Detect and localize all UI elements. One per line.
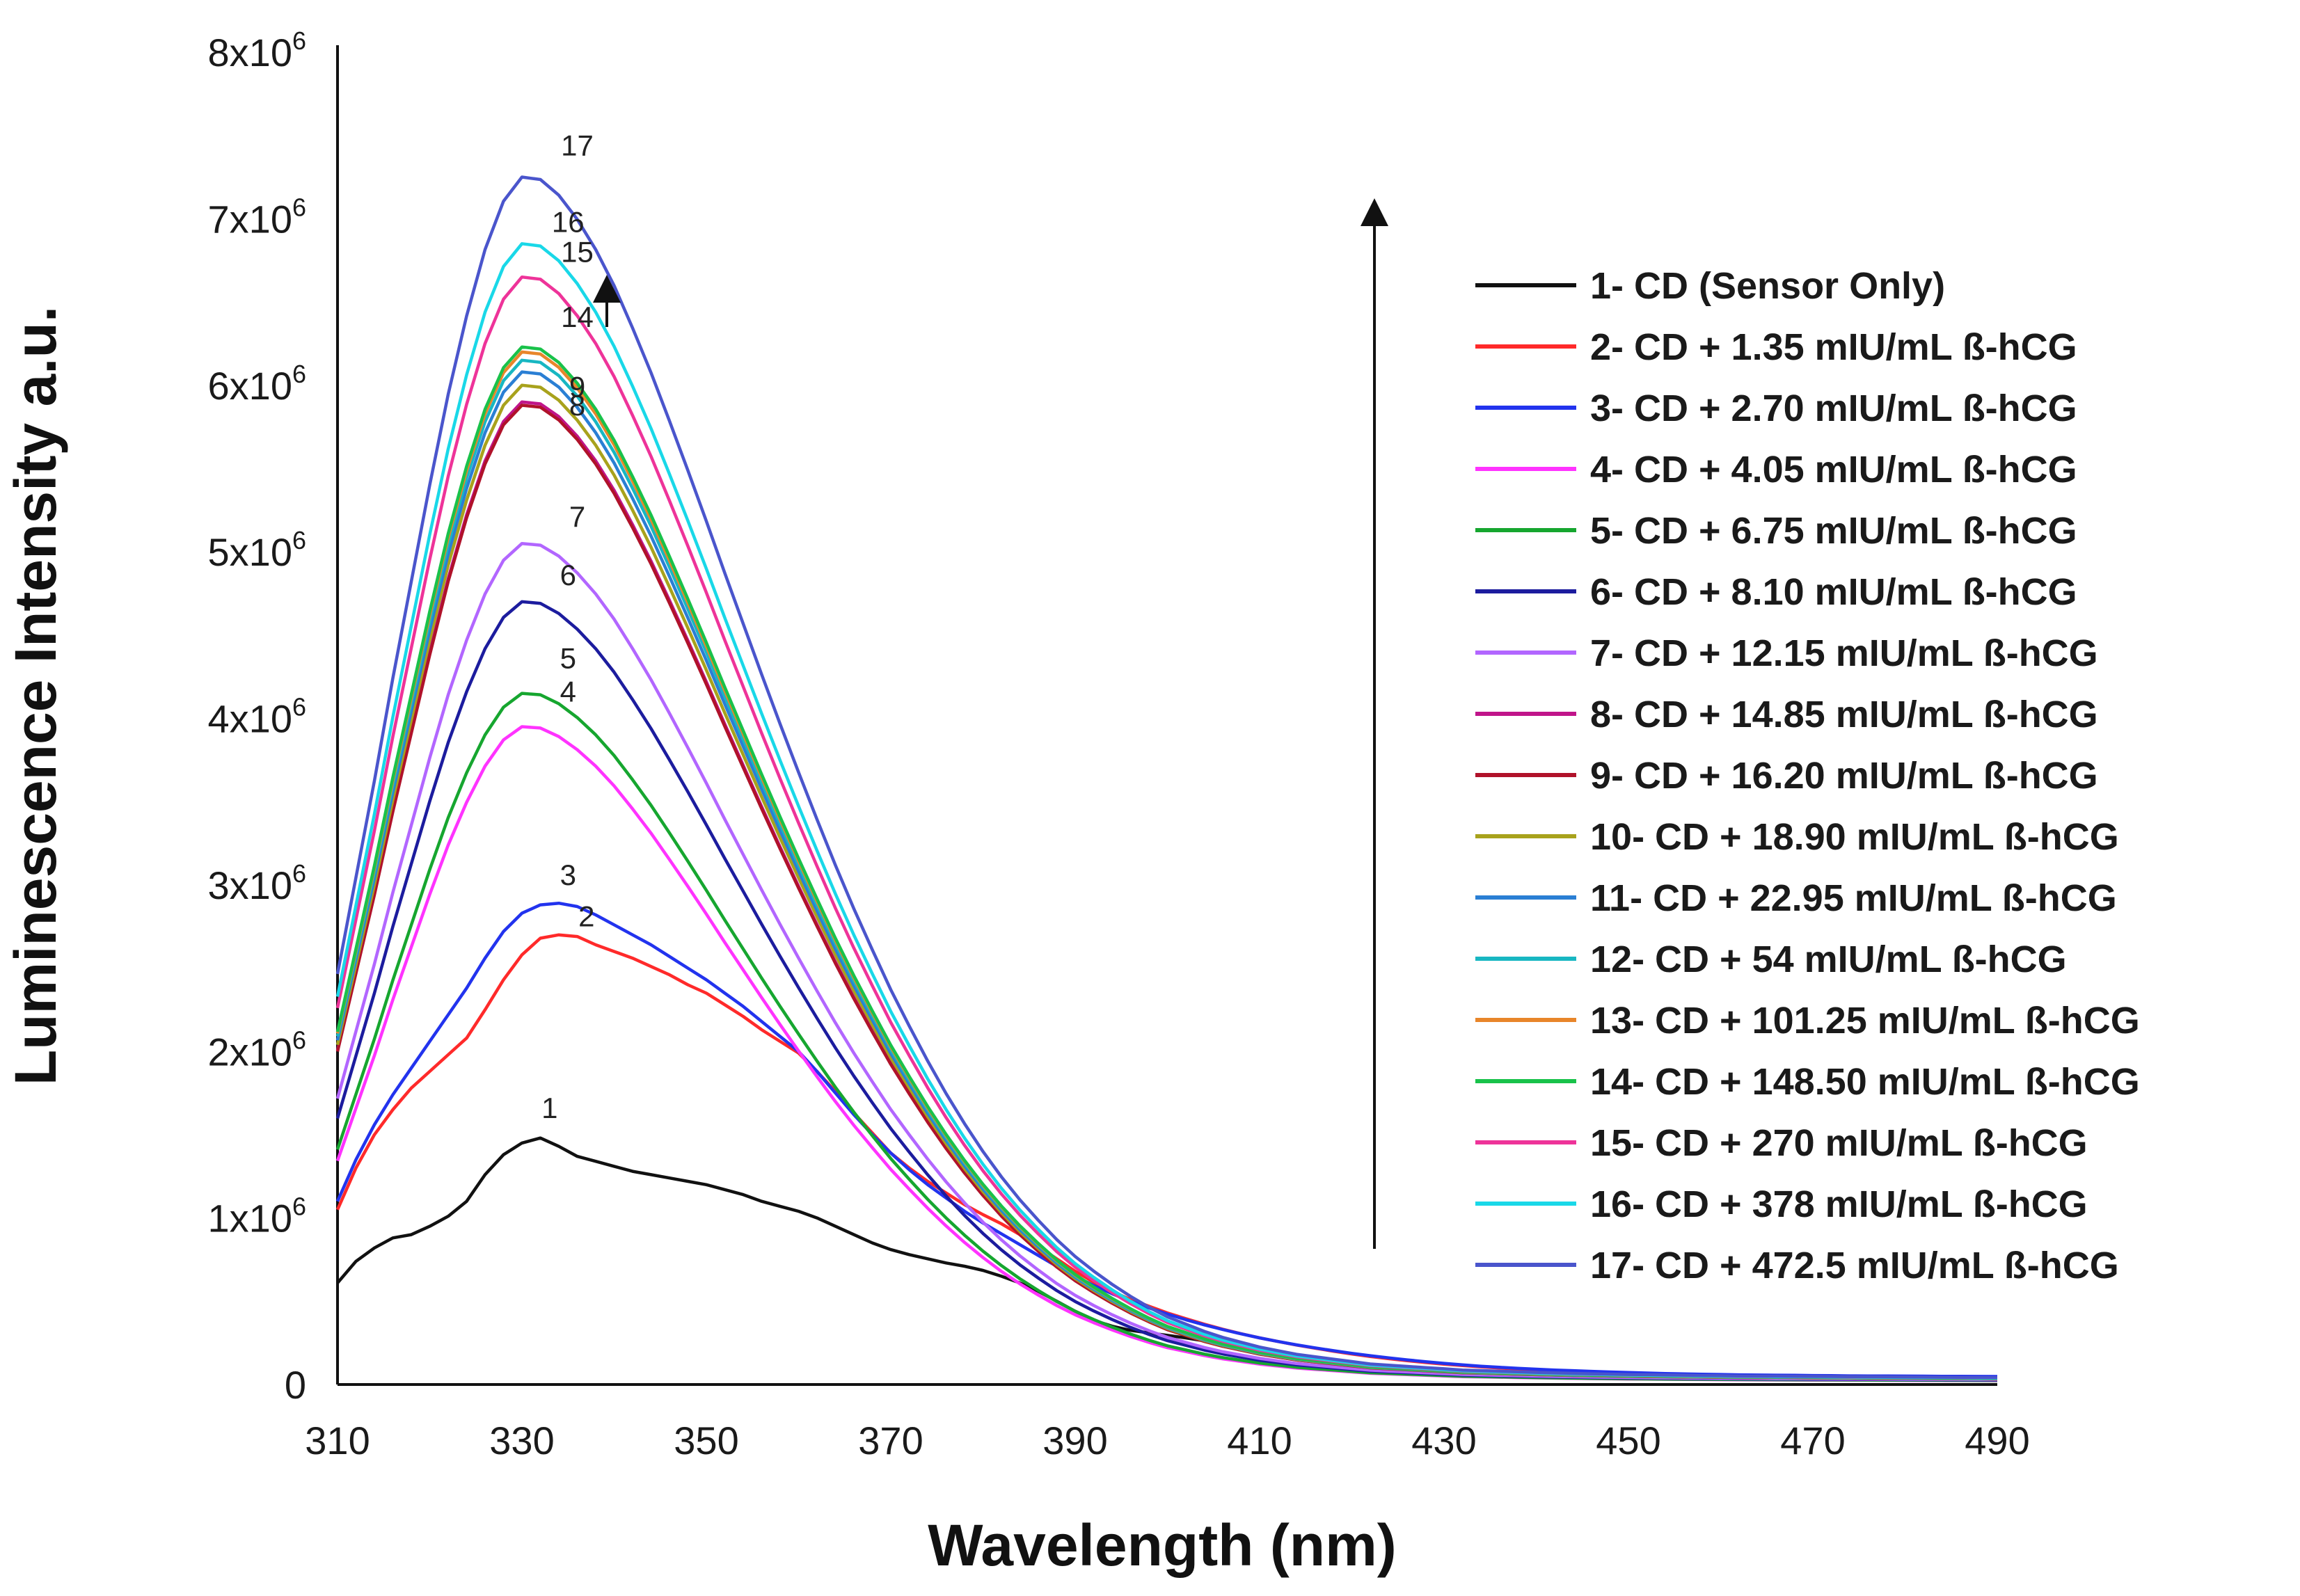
x-tick-labels: 310 330 350 370 390 410 430 450 470 490	[305, 1419, 2029, 1462]
x-tick-label: 330	[489, 1419, 554, 1462]
curve-number-label: 7	[569, 500, 585, 533]
curve-number-label: 15	[561, 236, 594, 269]
legend: 1- CD (Sensor Only) 2- CD + 1.35 mIU/mL ß…	[1475, 265, 2140, 1286]
y-tick-label: 8x106	[208, 26, 306, 74]
y-tick-label: 1x106	[208, 1192, 306, 1240]
legend-label: 4- CD + 4.05 mIU/mL ß-hCG	[1590, 449, 2077, 490]
legend-label: 9- CD + 16.20 mIU/mL ß-hCG	[1590, 755, 2098, 797]
legend-label: 1- CD (Sensor Only)	[1590, 265, 1945, 307]
curve-number-label: 14	[561, 301, 594, 333]
curve-number-label: 3	[560, 859, 576, 891]
legend-label: 8- CD + 14.85 mIU/mL ß-hCG	[1590, 694, 2098, 735]
x-axis-title: Wavelength (nm)	[928, 1513, 1397, 1578]
legend-label: 7- CD + 12.15 mIU/mL ß-hCG	[1590, 632, 2098, 674]
y-axis-title: Luminescence Intensity a.u.	[3, 306, 68, 1085]
curve-number-label: 17	[561, 129, 594, 161]
curve-number-label: 8	[569, 389, 585, 422]
curve-number-label: 1	[541, 1092, 557, 1124]
x-tick-label: 350	[674, 1419, 738, 1462]
curve-number-label: 6	[560, 559, 576, 591]
y-tick-label: 4x106	[208, 693, 306, 741]
legend-label: 3- CD + 2.70 mIU/mL ß-hCG	[1590, 388, 2077, 429]
x-tick-label: 390	[1042, 1419, 1107, 1462]
legend-label: 15- CD + 270 mIU/mL ß-hCG	[1590, 1122, 2088, 1164]
x-tick-label: 410	[1227, 1419, 1292, 1462]
legend-label: 11- CD + 22.95 mIU/mL ß-hCG	[1590, 877, 2117, 919]
y-tick-label: 0	[285, 1363, 306, 1407]
x-tick-label: 370	[858, 1419, 923, 1462]
legend-label: 16- CD + 378 mIU/mL ß-hCG	[1590, 1183, 2088, 1225]
curve-number-label: 4	[560, 676, 576, 708]
y-tick-labels: 0 1x106 2x106 3x106 4x106 5x106 6x106 7x106 8x10…	[208, 26, 306, 1407]
curve-number-label: 9	[569, 371, 585, 404]
x-tick-label: 430	[1411, 1419, 1476, 1462]
x-tick-label: 490	[1965, 1419, 2029, 1462]
legend-label: 17- CD + 472.5 mIU/mL ß-hCG	[1590, 1245, 2119, 1286]
legend-label: 12- CD + 54 mIU/mL ß-hCG	[1590, 939, 2067, 980]
curve-number-label: 2	[578, 900, 594, 933]
legend-label: 5- CD + 6.75 mIU/mL ß-hCG	[1590, 510, 2077, 552]
legend-label: 10- CD + 18.90 mIU/mL ß-hCG	[1590, 816, 2119, 858]
y-tick-label: 3x106	[208, 859, 306, 907]
legend-label: 14- CD + 148.50 mIU/mL ß-hCG	[1590, 1061, 2140, 1103]
x-tick-label: 450	[1596, 1419, 1660, 1462]
curve-number-label: 5	[560, 642, 576, 675]
legend-label: 2- CD + 1.35 mIU/mL ß-hCG	[1590, 326, 2077, 368]
legend-label: 6- CD + 8.10 mIU/mL ß-hCG	[1590, 571, 2077, 613]
y-tick-label: 7x106	[208, 193, 306, 241]
spectra-curves	[335, 175, 1998, 1382]
y-tick-label: 2x106	[208, 1026, 306, 1074]
y-tick-label: 5x106	[208, 526, 306, 574]
trend-arrows	[593, 198, 1388, 1249]
x-tick-label: 310	[305, 1419, 370, 1462]
legend-label: 13- CD + 101.25 mIU/mL ß-hCG	[1590, 1000, 2140, 1042]
axes	[336, 45, 1997, 1386]
x-tick-label: 470	[1780, 1419, 1845, 1462]
curve-number-label: 16	[552, 206, 585, 239]
y-tick-label: 6x106	[208, 360, 306, 408]
